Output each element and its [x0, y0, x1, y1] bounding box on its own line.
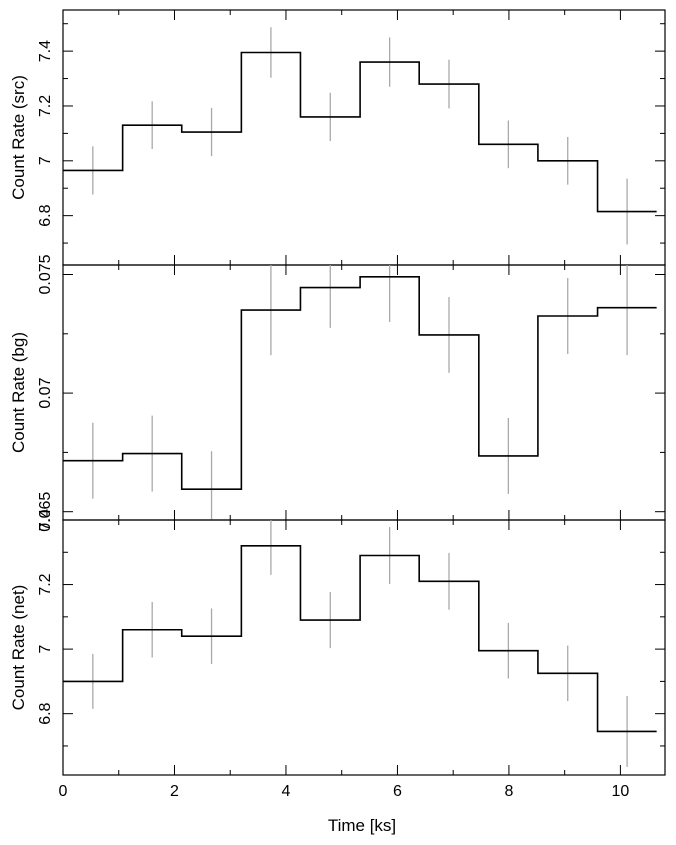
- x-tick-label: 0: [59, 783, 68, 800]
- panel-src: 6.8 7 7.2 7.4 Count Rate (src): [9, 9, 666, 266]
- x-tick-label: 6: [393, 783, 402, 800]
- x-tick-label: 8: [504, 783, 513, 800]
- y-tick-label: 7.2: [37, 573, 54, 595]
- panel-frame: [62, 264, 666, 521]
- y-tick-label: 0.075: [37, 254, 54, 294]
- step-line-bg: [63, 276, 657, 490]
- y-axis-label: Count Rate (net): [9, 585, 28, 711]
- panel-frame: [62, 9, 666, 266]
- y-axis-label: Count Rate (src): [9, 75, 28, 200]
- panel-bg: 0.065 0.07 0.075 Count Rate (bg): [9, 254, 666, 532]
- panel-frame: [62, 519, 666, 776]
- y-tick-label: 0.07: [37, 377, 54, 408]
- step-line-net: [63, 545, 657, 733]
- y-tick-label: 7.4: [37, 509, 54, 531]
- y-tick-label: 7: [37, 645, 54, 654]
- y-tick-label: 7: [37, 156, 54, 165]
- y-tick-label: 6.8: [37, 702, 54, 724]
- x-tick-label: 2: [170, 783, 179, 800]
- y-tick-label: 7.4: [37, 40, 54, 62]
- y-tick-label: 7.2: [37, 95, 54, 117]
- step-line-src: [63, 51, 657, 213]
- y-tick-label: 6.8: [37, 204, 54, 226]
- y-axis-label: Count Rate (bg): [9, 332, 28, 453]
- x-tick-label: 10: [612, 783, 630, 800]
- panel-net: 6.8 7 7.2 7.4 Count Rate (net) 0 2 4 6 8 10: [9, 509, 666, 800]
- y-tick-label: 0.065: [37, 492, 54, 532]
- x-axis-label: Time [ks]: [328, 816, 396, 835]
- x-tick-label: 4: [282, 783, 291, 800]
